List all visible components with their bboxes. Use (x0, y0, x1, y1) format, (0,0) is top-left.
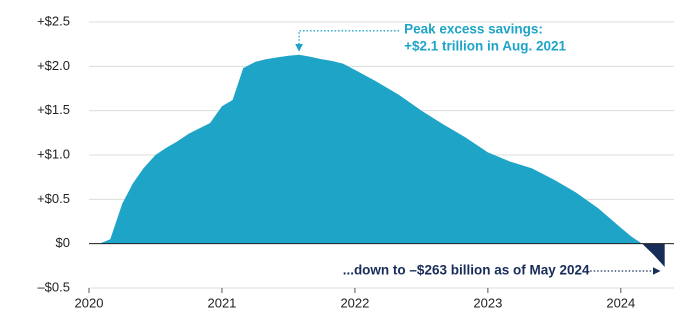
x-tick-label: 2024 (606, 295, 635, 310)
x-tick-label: 2021 (207, 295, 236, 310)
y-tick-label: +$1.5 (37, 102, 70, 117)
y-tick-label: –$0.5 (37, 279, 70, 294)
x-tick-label: 2022 (340, 295, 369, 310)
annotation-text: Peak excess savings: (404, 21, 543, 36)
area-positive (99, 54, 643, 244)
y-tick-label: +$0.5 (37, 191, 70, 206)
x-tick-label: 2023 (473, 295, 502, 310)
y-tick-label: +$1.0 (37, 146, 70, 161)
y-tick-label: $0 (56, 235, 70, 250)
annotation-arrow (295, 30, 400, 52)
annotation-text: +$2.1 trillion in Aug. 2021 (404, 38, 566, 53)
annotation-text: ...down to –$263 billion as of May 2024 (343, 263, 590, 278)
x-tick-label: 2020 (75, 295, 104, 310)
y-tick-label: +$2.0 (37, 58, 70, 73)
y-tick-label: +$2.5 (37, 13, 70, 28)
